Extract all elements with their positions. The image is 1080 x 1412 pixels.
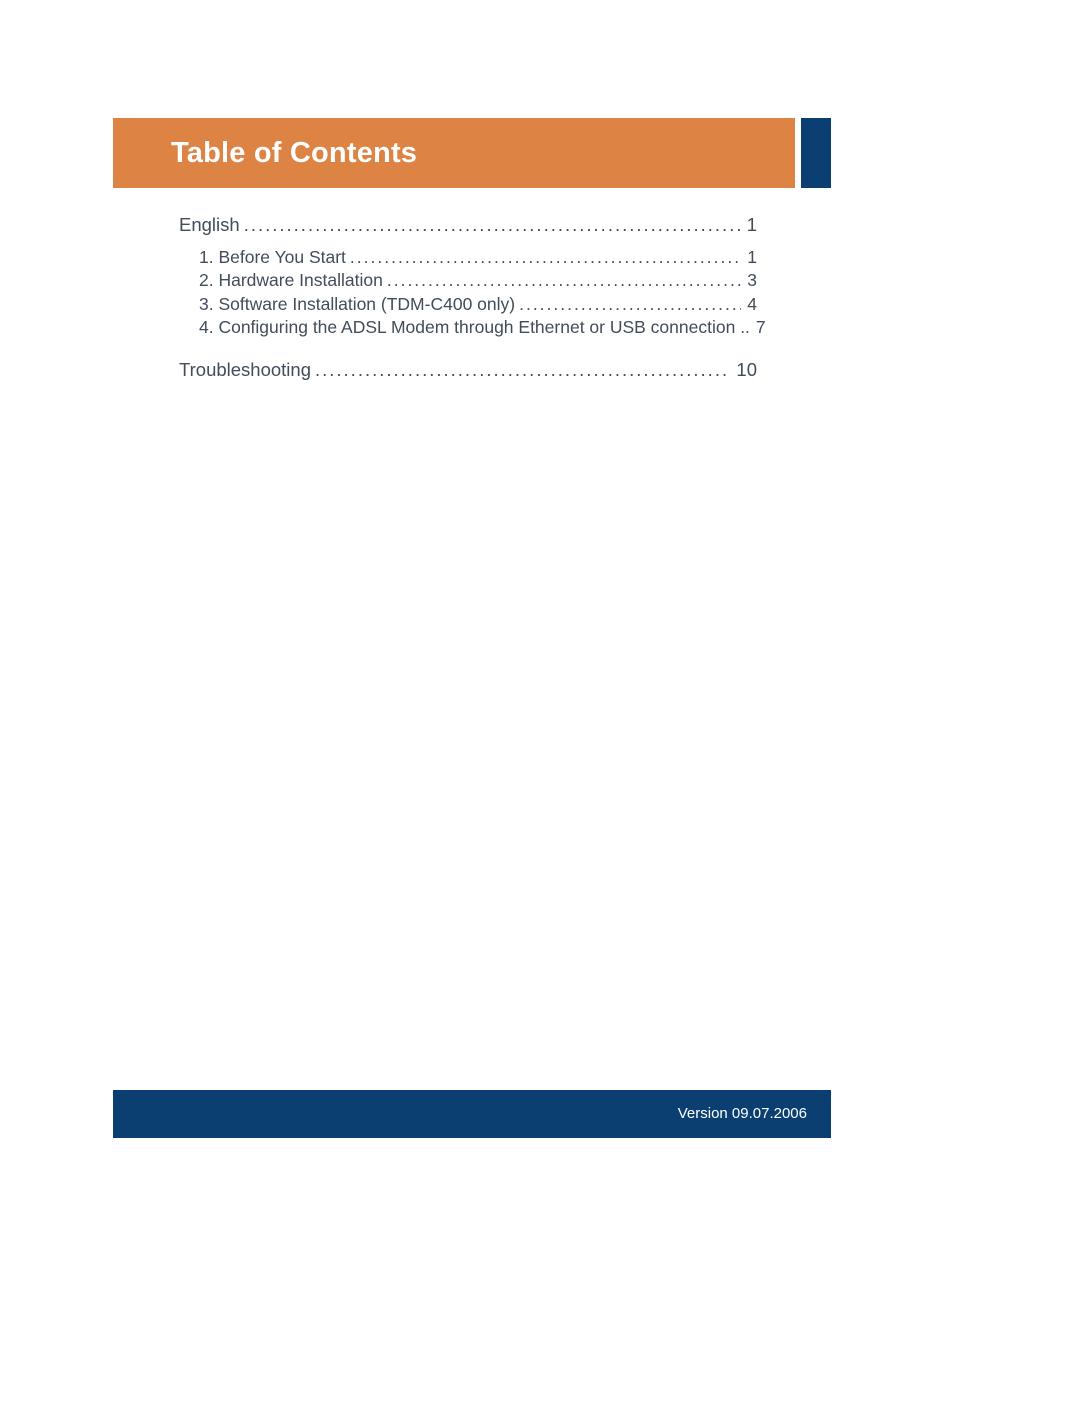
toc-row-item: 4. Configuring the ADSL Modem through Et… — [179, 319, 757, 337]
toc-label: English — [179, 216, 240, 235]
toc-row-troubleshooting: Troubleshooting ........................… — [179, 361, 757, 380]
toc-leader-dots: ........................................… — [515, 296, 741, 314]
toc-page-number: 10 — [730, 361, 757, 380]
toc-label: 2. Hardware Installation — [199, 272, 383, 290]
toc-page-number: 1 — [740, 216, 757, 235]
toc-label: 3. Software Installation (TDM-C400 only) — [199, 296, 515, 314]
toc-page-number: 7 — [750, 319, 766, 337]
toc-page-number: 3 — [741, 272, 757, 290]
toc-leader-dots: ........................................… — [383, 272, 741, 290]
toc-row-item: 2. Hardware Installation ...............… — [179, 272, 757, 290]
toc-label: Troubleshooting — [179, 361, 311, 380]
table-of-contents: English ................................… — [179, 216, 757, 379]
toc-row-item: 1. Before You Start ....................… — [179, 249, 757, 267]
footer-banner: Version 09.07.2006 — [113, 1090, 831, 1138]
header-banner: Table of Contents — [113, 118, 831, 188]
toc-label: 1. Before You Start — [199, 249, 346, 267]
toc-page-number: 4 — [741, 296, 757, 314]
toc-row-english: English ................................… — [179, 216, 757, 235]
toc-row-item: 3. Software Installation (TDM-C400 only)… — [179, 296, 757, 314]
toc-leader-dots: ........................................… — [346, 249, 741, 267]
toc-leader-dots: ........................................… — [311, 361, 730, 380]
toc-leader-dots: ........................................… — [240, 216, 740, 235]
header-blue-block — [801, 118, 831, 188]
toc-page-number: 1 — [741, 249, 757, 267]
page-title: Table of Contents — [171, 137, 417, 170]
document-page: Table of Contents English ..............… — [113, 118, 831, 1138]
toc-label: 4. Configuring the ADSL Modem through Et… — [199, 319, 750, 337]
version-text: Version 09.07.2006 — [678, 1105, 807, 1122]
